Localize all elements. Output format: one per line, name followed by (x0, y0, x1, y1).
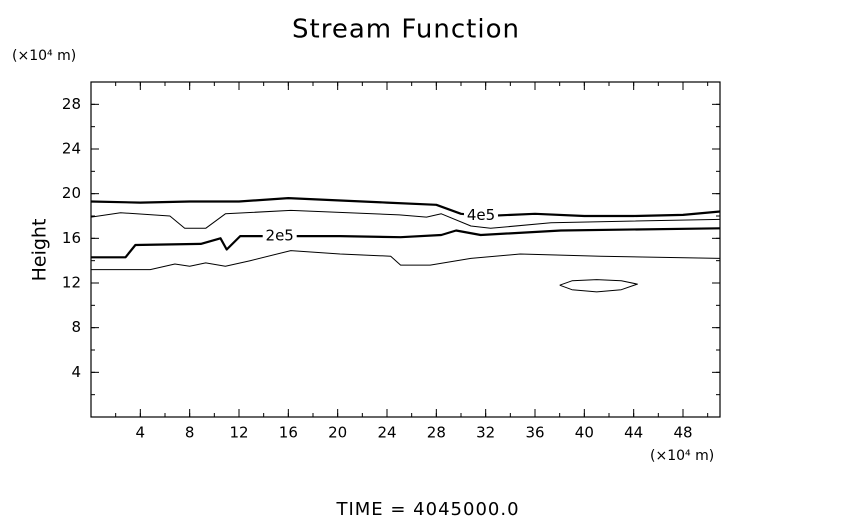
x-tick-label: 32 (476, 424, 495, 442)
footer: TIME = 4045000.0 (335, 499, 519, 519)
contour-label: 2e5 (266, 227, 294, 245)
x-tick-label: 4 (136, 424, 146, 442)
y-tick-label: 12 (62, 274, 81, 292)
x-tick-label: 44 (624, 424, 643, 442)
y-tick-label: 16 (62, 229, 81, 247)
contour-line (559, 279, 638, 293)
chart-title: Stream Function (292, 15, 520, 45)
x-tick-label: 20 (328, 424, 347, 442)
x-tick-label: 24 (377, 424, 396, 442)
contour-line (91, 250, 721, 271)
contour-line (90, 197, 721, 218)
contour-label-bg (262, 228, 297, 245)
x-tick-label: 12 (229, 424, 248, 442)
x-tick-label: 48 (673, 424, 692, 442)
y-tick-label: 24 (62, 140, 81, 158)
x-tick-label: 36 (525, 424, 544, 442)
y-unit: (×10⁴ m) (12, 48, 76, 64)
x-tick-label: 28 (427, 424, 446, 442)
x-tick-label: 16 (279, 424, 298, 442)
y-tick-label: 4 (71, 363, 81, 381)
x-tick-label: 40 (575, 424, 594, 442)
contour-label: 4e5 (467, 206, 495, 224)
y-tick-label: 20 (62, 184, 81, 202)
y-axis-label: Height (29, 219, 51, 282)
plot-frame (90, 81, 721, 418)
contour-line (90, 209, 721, 229)
y-tick-label: 28 (62, 95, 81, 113)
x-unit: (×10⁴ m) (650, 448, 714, 464)
y-tick-label: 8 (71, 318, 81, 336)
x-tick-label: 8 (185, 424, 195, 442)
contour-line (91, 227, 721, 259)
contour-label-bg (463, 207, 498, 224)
